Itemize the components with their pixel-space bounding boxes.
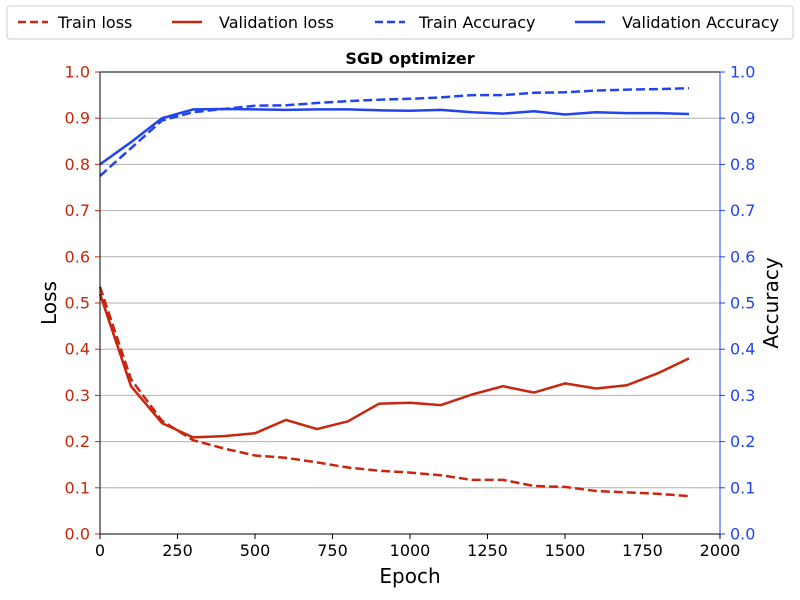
y-right-tick-label: 0.5 <box>730 294 755 313</box>
x-tick-label: 750 <box>317 541 348 560</box>
y-left-tick-label: 0.4 <box>65 340 90 359</box>
y-left-tick-label: 0.6 <box>65 247 90 266</box>
y-left-tick-label: 0.3 <box>65 386 90 405</box>
x-tick-label: 0 <box>95 541 105 560</box>
grid-lines <box>100 117 720 489</box>
y-left-tick-label: 0.2 <box>65 432 90 451</box>
x-tick-label: 500 <box>240 541 271 560</box>
x-tick-label: 2000 <box>700 541 741 560</box>
chart-title: SGD optimizer <box>345 49 474 68</box>
series-lines <box>98 86 690 498</box>
legend: Train loss Validation loss Train Accuracy V… <box>6 5 794 40</box>
legend-label-train-loss: Train loss <box>57 13 132 32</box>
y-right-tick-label: 0.0 <box>730 525 755 544</box>
train-loss-line <box>98 286 690 498</box>
y-right-tick-label: 0.2 <box>730 432 755 451</box>
validation-accuracy-line <box>99 107 690 166</box>
x-tick-label: 1500 <box>545 541 586 560</box>
legend-label-validation-loss: Validation loss <box>219 13 334 32</box>
legend-label-validation-accuracy: Validation Accuracy <box>622 13 779 32</box>
y-left-tick-label: 0.9 <box>65 109 90 128</box>
y-left-tick-label: 0.8 <box>65 155 90 174</box>
y-right-tick-label: 0.8 <box>730 155 755 174</box>
x-tick-label: 1000 <box>390 541 431 560</box>
x-tick-label: 1750 <box>622 541 663 560</box>
y-left-tick-label: 0.1 <box>65 478 90 497</box>
y-right-tick-label: 1.0 <box>730 63 755 82</box>
legend-label-train-accuracy: Train Accuracy <box>418 13 536 32</box>
y-right-tick-label: 0.3 <box>730 386 755 405</box>
y-right-tick-label: 0.7 <box>730 201 755 220</box>
y-right-tick-label: 0.1 <box>730 478 755 497</box>
y-left-tick-label: 0.0 <box>65 525 90 544</box>
x-tick-label: 250 <box>162 541 193 560</box>
y-right-tick-label: 0.4 <box>730 340 755 359</box>
train-accuracy-line <box>99 86 690 177</box>
x-axis-label: Epoch <box>379 564 440 588</box>
y-left-tick-label: 0.7 <box>65 201 90 220</box>
validation-loss-line <box>98 293 690 439</box>
y-axis-right-label: Accuracy <box>759 257 783 348</box>
y-right-tick-label: 0.9 <box>730 109 755 128</box>
y-axis-left-label: Loss <box>37 281 61 325</box>
ticks: 0.0 0.0 0.1 0.1 0.2 0.2 0.3 0.3 0.4 0.4 0.5 0.5 0.6 0… <box>65 63 756 561</box>
y-left-tick-label: 1.0 <box>65 63 90 82</box>
y-right-tick-label: 0.6 <box>730 247 755 266</box>
y-left-tick-label: 0.5 <box>65 294 90 313</box>
x-tick-label: 1250 <box>467 541 508 560</box>
